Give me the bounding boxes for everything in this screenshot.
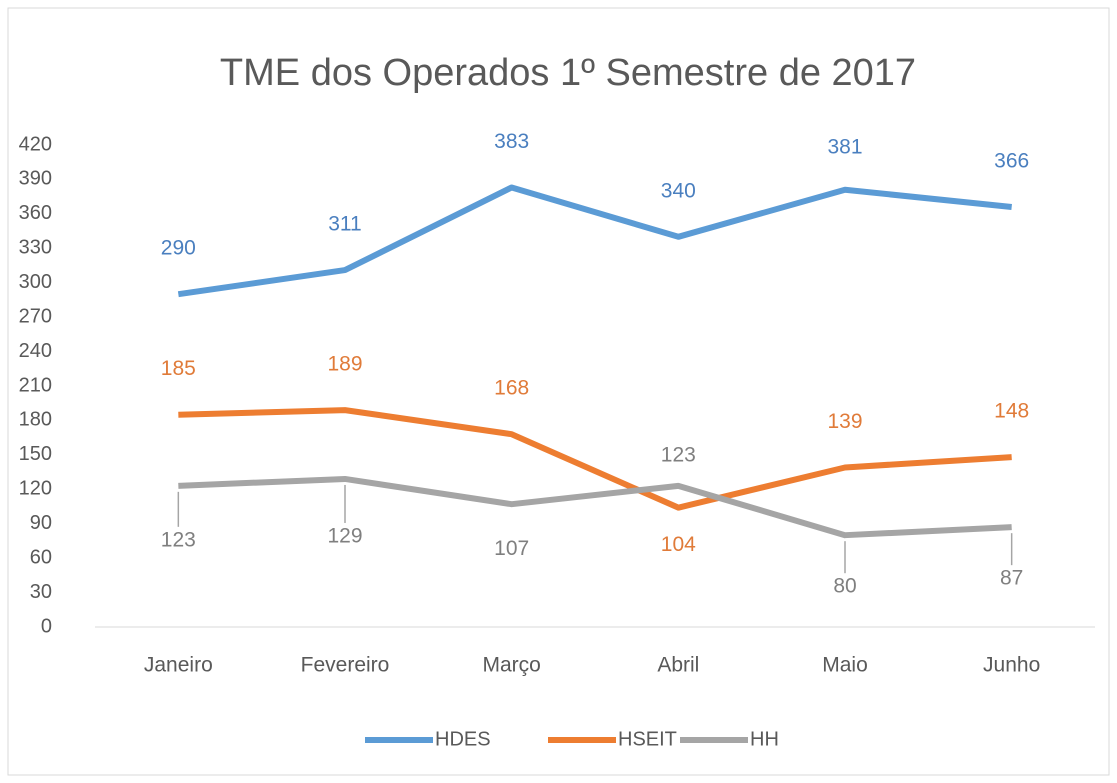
data-label: 129 — [327, 525, 362, 548]
y-tick-label: 90 — [30, 512, 52, 534]
data-label: 107 — [494, 537, 529, 560]
x-tick-label: Abril — [657, 654, 699, 677]
data-label: 366 — [994, 150, 1029, 173]
x-tick-label: Fevereiro — [301, 654, 390, 677]
x-tick-label: Janeiro — [144, 654, 213, 677]
y-tick-label: 240 — [19, 340, 52, 362]
data-label: 340 — [661, 179, 696, 202]
y-tick-label: 30 — [30, 581, 52, 603]
data-label: 290 — [161, 237, 196, 260]
y-tick-label: 60 — [30, 546, 52, 568]
line-series — [178, 407, 1012, 511]
y-tick-label: 300 — [19, 271, 52, 293]
y-tick-label: 330 — [19, 237, 52, 259]
y-tick-label: 120 — [19, 478, 52, 500]
y-tick-label: 390 — [19, 168, 52, 190]
y-tick-label: 420 — [19, 133, 52, 155]
data-label: 168 — [494, 377, 529, 400]
data-label: 189 — [327, 353, 362, 376]
y-tick-label: 270 — [19, 305, 52, 327]
y-tick-label: 360 — [19, 202, 52, 224]
legend-label: HH — [750, 728, 779, 750]
data-label: 148 — [994, 400, 1029, 423]
data-label: 311 — [328, 213, 361, 236]
chart-frame — [7, 7, 1110, 776]
data-label: 123 — [661, 443, 696, 466]
data-label: 104 — [661, 533, 696, 556]
y-tick-label: 150 — [19, 443, 52, 465]
legend-label: HSEIT — [618, 728, 677, 750]
legend-label: HDES — [435, 728, 491, 750]
data-label: 123 — [161, 528, 196, 551]
chart-title: TME dos Operados 1º Semestre de 2017 — [220, 52, 916, 94]
x-tick-label: Maio — [822, 654, 868, 677]
x-tick-label: Junho — [983, 654, 1040, 677]
line-series — [177, 184, 1012, 298]
data-label: 80 — [833, 575, 856, 598]
y-tick-label: 210 — [19, 374, 52, 396]
line-series — [178, 475, 1012, 539]
data-label: 139 — [827, 410, 862, 433]
data-label: 381 — [827, 135, 862, 158]
y-tick-label: 0 — [41, 615, 52, 637]
x-tick-label: Março — [482, 654, 540, 677]
data-label: 185 — [161, 357, 196, 380]
data-label: 383 — [494, 130, 529, 153]
y-tick-label: 180 — [19, 409, 52, 431]
data-label: 87 — [1000, 567, 1023, 590]
